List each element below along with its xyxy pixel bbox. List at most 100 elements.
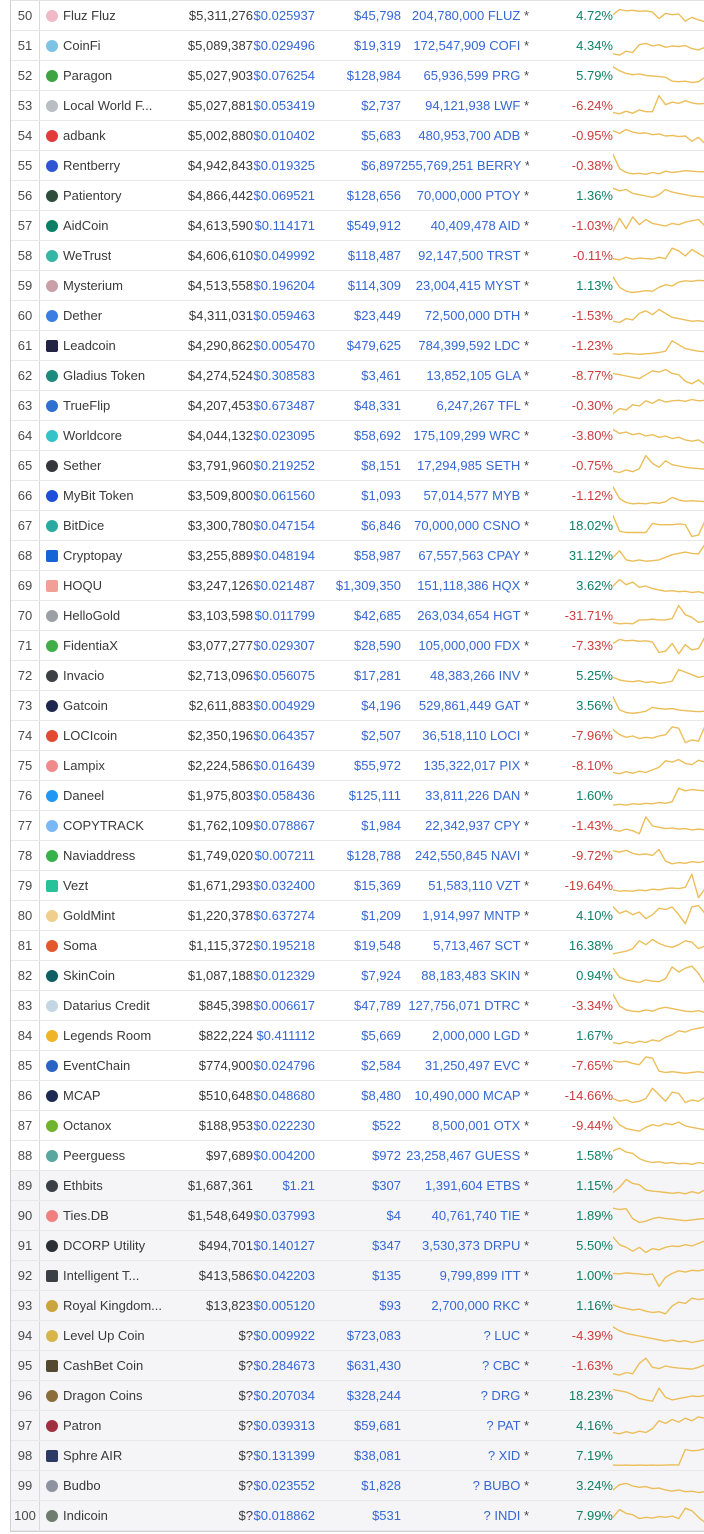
volume-link[interactable]: $631,430 [346, 1358, 401, 1373]
coin-name-link[interactable]: Patientory [63, 188, 122, 203]
supply-link[interactable]: 242,550,845 NAVI [415, 848, 521, 863]
coin-name-link[interactable]: Invacio [63, 668, 105, 683]
coin-name-link[interactable]: Ethbits [63, 1178, 103, 1193]
supply-link[interactable]: 13,852,105 GLA [426, 368, 521, 383]
supply-link[interactable]: ? CBC [482, 1358, 521, 1373]
price-link[interactable]: $0.047154 [253, 518, 315, 533]
price-link[interactable]: $0.219252 [253, 458, 315, 473]
price-link[interactable]: $0.114171 [254, 218, 316, 233]
price-link[interactable]: $0.308583 [253, 368, 315, 383]
supply-link[interactable]: 1,914,997 MNTP [422, 908, 521, 923]
price-link[interactable]: $0.022230 [253, 1118, 315, 1133]
price-link[interactable]: $0.037993 [253, 1208, 315, 1223]
coin-name-link[interactable]: CoinFi [63, 38, 101, 53]
coin-name-link[interactable]: Gladius Token [63, 368, 146, 383]
coin-name-link[interactable]: DCORP Utility [63, 1238, 146, 1253]
volume-link[interactable]: $328,244 [346, 1388, 401, 1403]
supply-link[interactable]: 57,014,577 MYB [423, 488, 521, 503]
volume-link[interactable]: $6,897 [361, 158, 401, 173]
volume-link[interactable]: $23,449 [354, 308, 401, 323]
coin-name-link[interactable]: HelloGold [63, 608, 121, 623]
supply-link[interactable]: 1,391,604 ETBS [424, 1178, 521, 1193]
supply-link[interactable]: 172,547,909 COFI [413, 38, 521, 53]
volume-link[interactable]: $1,093 [361, 488, 401, 503]
supply-link[interactable]: ? BUBO [472, 1478, 521, 1493]
price-link[interactable]: $0.023095 [253, 428, 315, 443]
volume-link[interactable]: $723,083 [346, 1328, 401, 1343]
volume-link[interactable]: $59,681 [354, 1418, 401, 1433]
price-link[interactable]: $0.019325 [253, 158, 315, 173]
price-link[interactable]: $0.042203 [253, 1268, 315, 1283]
price-link[interactable]: $0.131399 [253, 1448, 315, 1463]
supply-link[interactable]: 784,399,592 LDC [418, 338, 521, 353]
volume-link[interactable]: $549,912 [346, 218, 401, 233]
volume-link[interactable]: $5,669 [361, 1028, 401, 1043]
coin-name-link[interactable]: adbank [63, 128, 106, 143]
volume-link[interactable]: $1,309,350 [335, 578, 401, 593]
supply-link[interactable]: ? XID [487, 1448, 521, 1463]
volume-link[interactable]: $2,584 [361, 1058, 401, 1073]
supply-link[interactable]: 8,500,001 OTX [432, 1118, 521, 1133]
coin-name-link[interactable]: Lampix [63, 758, 105, 773]
volume-link[interactable]: $972 [372, 1148, 401, 1163]
supply-link[interactable]: 17,294,985 SETH [416, 458, 521, 473]
price-link[interactable]: $0.023552 [253, 1478, 315, 1493]
volume-link[interactable]: $118,487 [347, 248, 401, 263]
coin-name-link[interactable]: Soma [63, 938, 97, 953]
coin-name-link[interactable]: Local World F... [63, 98, 153, 113]
supply-link[interactable]: 70,000,000 PTOY [416, 188, 521, 203]
volume-link[interactable]: $58,987 [354, 548, 401, 563]
price-link[interactable]: $0.005120 [253, 1298, 315, 1313]
coin-name-link[interactable]: SkinCoin [63, 968, 116, 983]
price-link[interactable]: $0.056075 [253, 668, 315, 683]
volume-link[interactable]: $128,788 [346, 848, 401, 863]
supply-link[interactable]: 23,004,415 MYST [415, 278, 521, 293]
coin-name-link[interactable]: Rentberry [63, 158, 121, 173]
coin-name-link[interactable]: Sphre AIR [63, 1448, 123, 1463]
coin-name-link[interactable]: COPYTRACK [63, 818, 144, 833]
volume-link[interactable]: $2,507 [361, 728, 401, 743]
supply-link[interactable]: 65,936,599 PRG [423, 68, 521, 83]
coin-name-link[interactable]: Gatcoin [63, 698, 108, 713]
volume-link[interactable]: $38,081 [354, 1448, 401, 1463]
coin-name-link[interactable]: Dether [63, 308, 103, 323]
coin-name-link[interactable]: Budbo [63, 1478, 101, 1493]
coin-name-link[interactable]: Paragon [63, 68, 113, 83]
volume-link[interactable]: $6,846 [361, 518, 401, 533]
supply-link[interactable]: 6,247,267 TFL [436, 398, 521, 413]
volume-link[interactable]: $5,683 [361, 128, 401, 143]
supply-link[interactable]: 48,383,266 INV [429, 668, 521, 683]
supply-link[interactable]: 10,490,000 MCAP [414, 1088, 521, 1103]
coin-name-link[interactable]: Ties.DB [63, 1208, 109, 1223]
supply-link[interactable]: 204,780,000 FLUZ [411, 8, 521, 23]
price-link[interactable]: $0.021487 [253, 578, 315, 593]
supply-link[interactable]: 135,322,017 PIX [423, 758, 521, 773]
coin-name-link[interactable]: EventChain [63, 1058, 131, 1073]
volume-link[interactable]: $128,984 [346, 68, 401, 83]
supply-link[interactable]: 480,953,700 ADB [418, 128, 521, 143]
price-link[interactable]: $0.053419 [253, 98, 315, 113]
supply-link[interactable]: 36,518,110 LOCI [422, 728, 521, 743]
coin-name-link[interactable]: Intelligent T... [63, 1268, 140, 1283]
price-link[interactable]: $0.025937 [253, 8, 315, 23]
price-link[interactable]: $0.637274 [253, 908, 315, 923]
supply-link[interactable]: ? DRG [480, 1388, 521, 1403]
price-link[interactable]: $0.284673 [253, 1358, 315, 1373]
price-link[interactable]: $0.207034 [253, 1388, 315, 1403]
volume-link[interactable]: $19,319 [354, 38, 401, 53]
price-link[interactable]: $0.048194 [253, 548, 315, 563]
volume-link[interactable]: $4 [386, 1208, 401, 1223]
supply-link[interactable]: 23,258,467 GUESS [406, 1148, 521, 1163]
supply-link[interactable]: 2,700,000 RKC [431, 1298, 521, 1313]
coin-name-link[interactable]: Vezt [63, 878, 89, 893]
volume-link[interactable]: $45,798 [354, 8, 401, 23]
supply-link[interactable]: 51,583,110 VZT [428, 878, 521, 893]
volume-link[interactable]: $3,461 [361, 368, 401, 383]
coin-name-link[interactable]: Indicoin [63, 1508, 108, 1523]
price-link[interactable]: $0.078867 [253, 818, 315, 833]
price-link[interactable]: $0.004929 [253, 698, 315, 713]
volume-link[interactable]: $8,151 [361, 458, 401, 473]
price-link[interactable]: $0.411112 [256, 1028, 315, 1043]
supply-link[interactable]: 40,761,740 TIE [431, 1208, 521, 1223]
supply-link[interactable]: 151,118,386 HQX [417, 578, 521, 593]
